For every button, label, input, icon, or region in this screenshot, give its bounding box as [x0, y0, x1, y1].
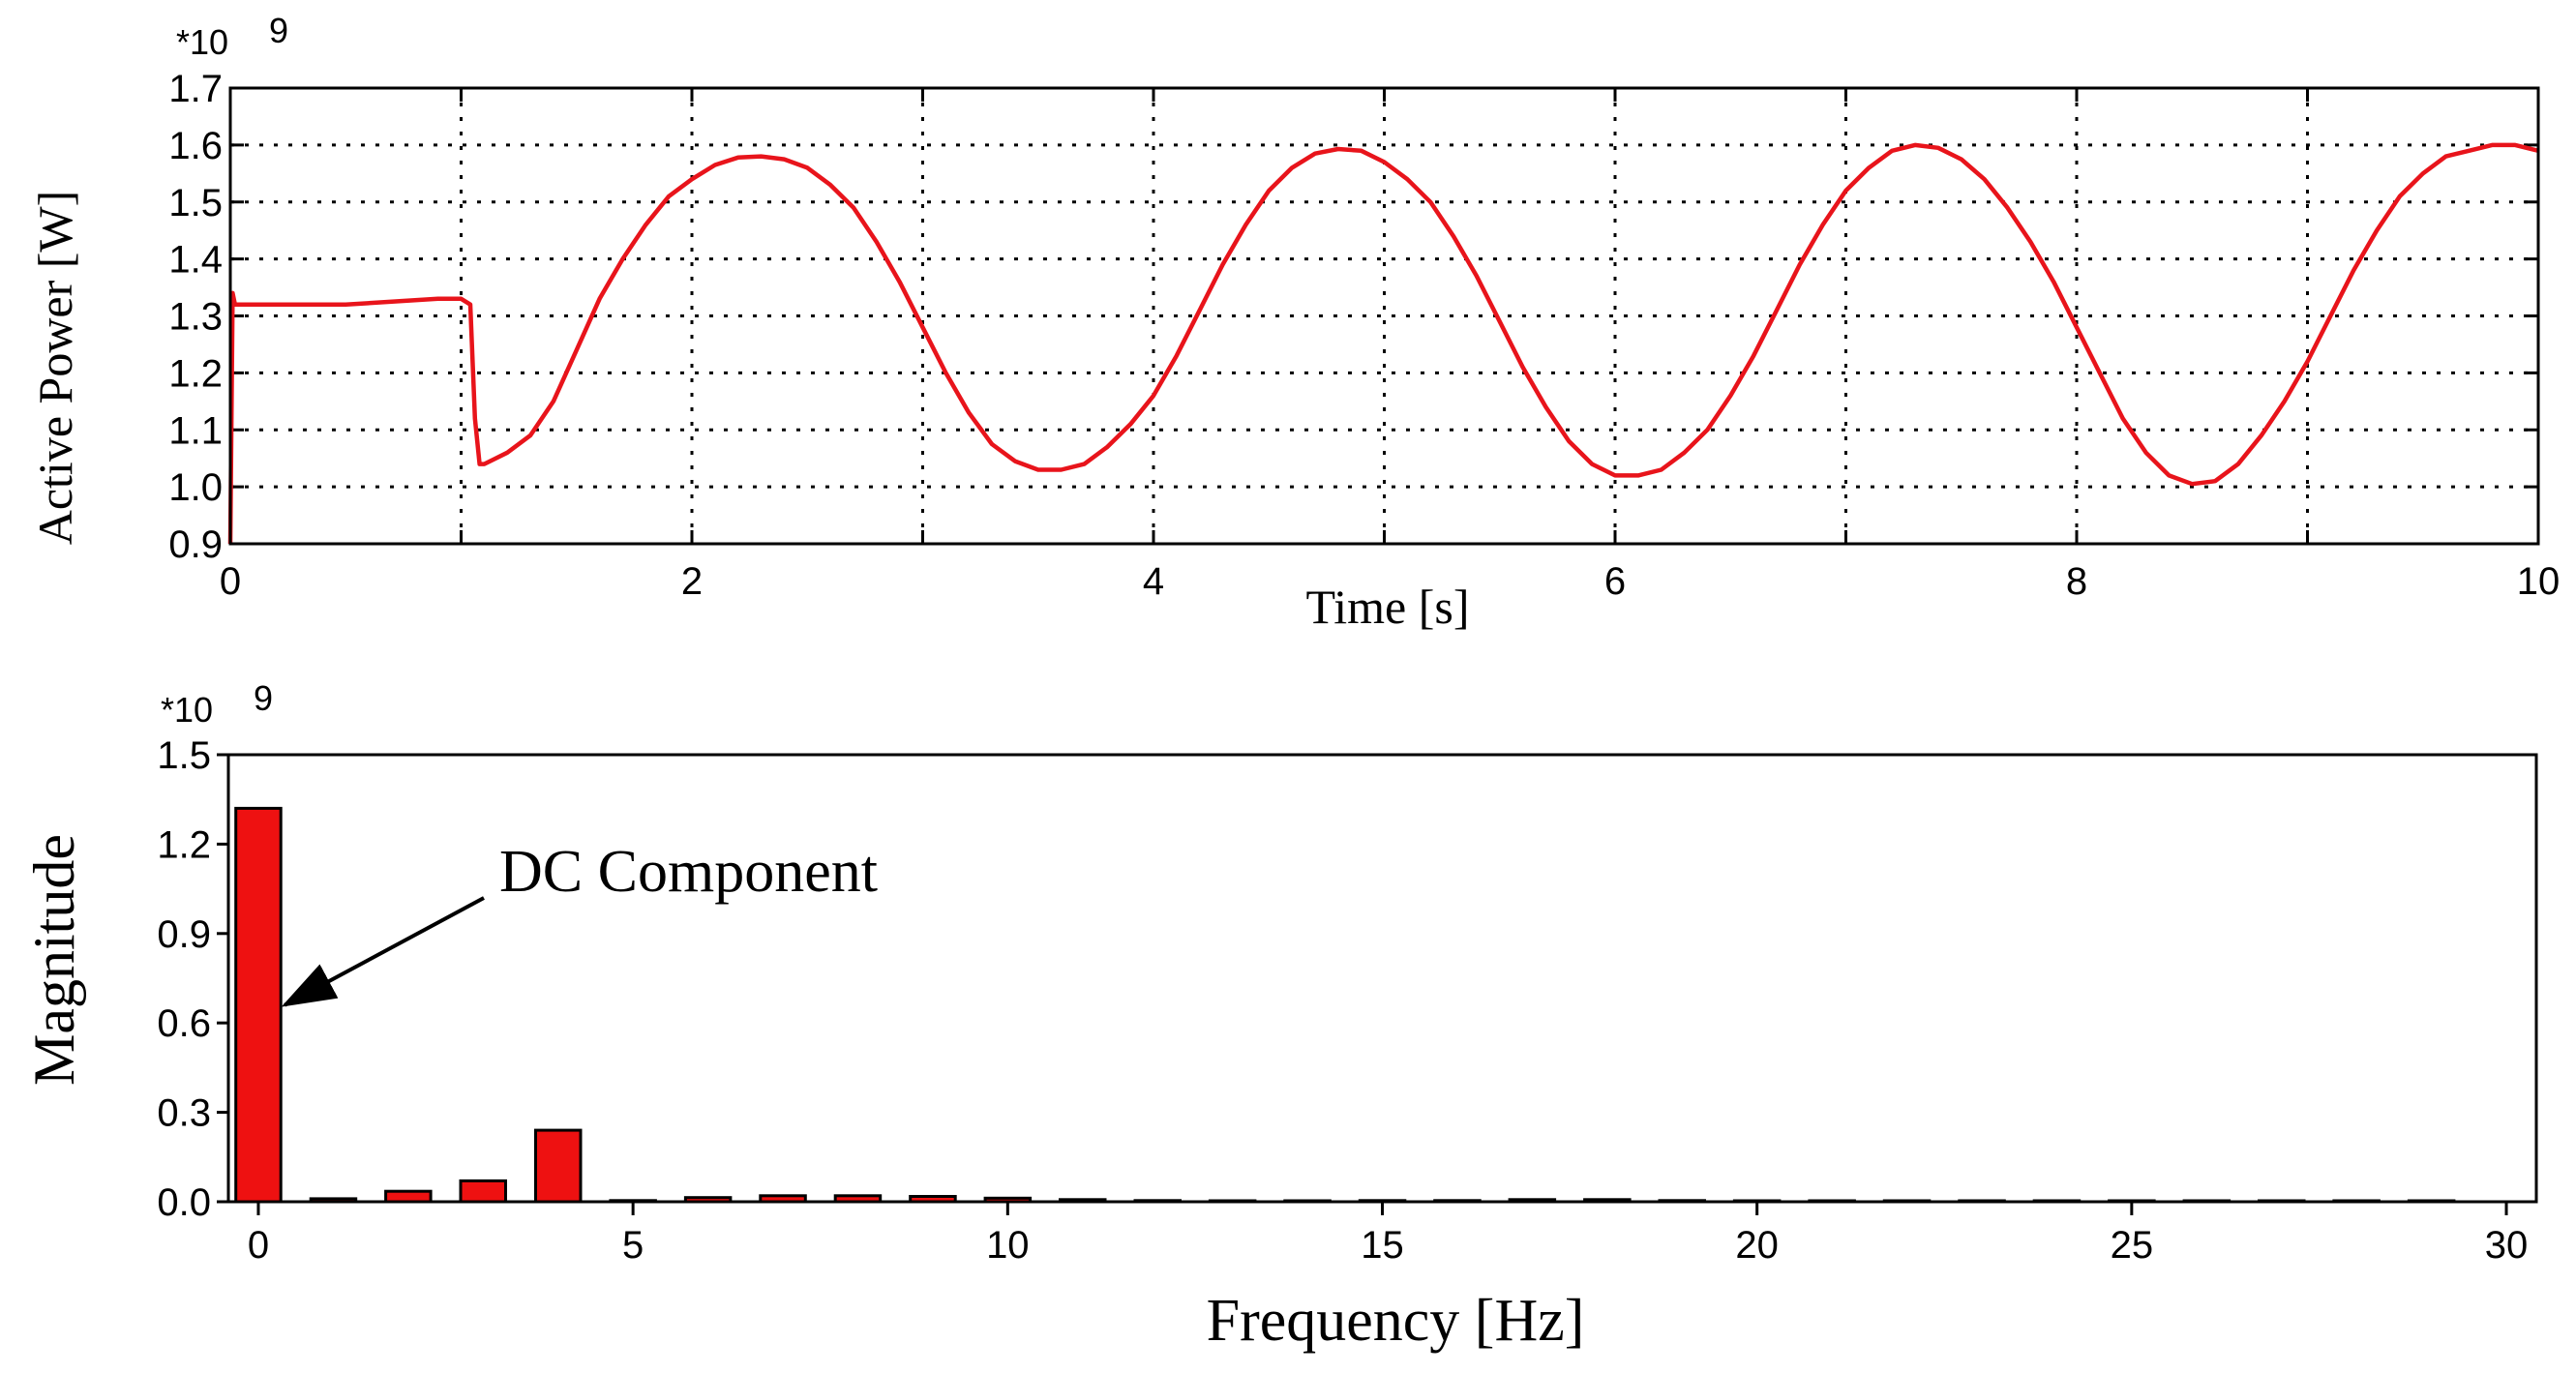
power-y-tick-label: 1.0: [168, 466, 223, 509]
power-y-tick-label: 1.6: [168, 125, 223, 167]
spectrum-x-tick-label: 0: [248, 1224, 269, 1267]
power-y-tick-label: 1.4: [168, 239, 223, 282]
spectrum-ticks: [217, 753, 2508, 1215]
spectrum-bar: [534, 1128, 583, 1204]
spectrum-x-tick-label: 30: [2485, 1224, 2529, 1267]
power-tick-labels: 0 2 4 6 8 10 0.9 1.0 1.1 1.2 1.3 1.4 1.5 1.6 1.7: [168, 68, 2560, 603]
power-y-tick-label: 1.3: [168, 296, 223, 339]
power-y-tick-label: 1.5: [168, 182, 223, 224]
spectrum-y-tick-label: 1.5: [157, 734, 211, 777]
spectrum-x-axis-title: Frequency [Hz]: [1207, 1288, 1585, 1354]
spectrum-x-tick-label: 5: [622, 1224, 644, 1267]
spectrum-y-axis-title: Magnitude: [22, 834, 86, 1086]
power-grid: [230, 88, 2538, 544]
power-x-tick-label: 10: [2517, 560, 2561, 603]
spectrum-x-tick-label: 20: [1735, 1224, 1779, 1267]
power-chart: 0 2 4 6 8 10 0.9 1.0 1.1 1.2 1.3 1.4 1.5 1.6 1.7 *10 9…: [28, 11, 2560, 634]
power-exponent-label: *10: [176, 22, 228, 62]
spectrum-y-tick-label: 1.2: [157, 823, 211, 866]
spectrum-y-tick-label: 0.9: [157, 913, 211, 956]
power-y-tick-label: 1.7: [168, 68, 223, 110]
spectrum-tick-labels: 0 5 10 15 20 25 30 0.0 0.3 0.6 0.9 1.2 1.5: [157, 734, 2528, 1267]
power-plot-frame: [228, 86, 2540, 546]
dc-component-annotation: DC Component: [499, 839, 878, 905]
power-y-tick-label: 0.9: [168, 523, 223, 566]
power-x-tick-label: 0: [220, 560, 241, 603]
spectrum-y-tick-label: 0.3: [157, 1092, 211, 1135]
power-x-tick-label: 6: [1604, 560, 1626, 603]
spectrum-bar: [234, 806, 283, 1204]
power-x-tick-label: 8: [2066, 560, 2087, 603]
power-y-axis-title: Active Power [W]: [28, 191, 82, 546]
power-y-tick-label: 1.1: [168, 409, 223, 452]
spectrum-plot-frame: [226, 753, 2538, 1204]
power-exponent-power: 9: [269, 11, 288, 50]
spectrum-bar: [384, 1189, 433, 1204]
power-series-line: [227, 142, 2539, 545]
spectrum-exponent-label: *10: [161, 690, 213, 730]
spectrum-x-tick-label: 15: [1361, 1224, 1404, 1267]
power-x-tick-label: 2: [681, 560, 703, 603]
spectrum-chart: 0 5 10 15 20 25 30 0.0 0.3 0.6 0.9 1.2 1.5 *10 9 Mag…: [22, 678, 2538, 1354]
spectrum-bar: [459, 1179, 507, 1204]
spectrum-x-tick-label: 25: [2111, 1224, 2154, 1267]
power-x-axis-title: Time [s]: [1305, 580, 1469, 634]
power-y-tick-label: 1.2: [168, 352, 223, 395]
dc-component-arrow: [281, 896, 485, 1007]
power-x-tick-label: 4: [1143, 560, 1164, 603]
spectrum-y-tick-label: 0.6: [157, 1002, 211, 1045]
spectrum-x-tick-label: 10: [986, 1224, 1030, 1267]
spectrum-y-tick-label: 0.0: [157, 1181, 211, 1224]
spectrum-exponent-power: 9: [254, 678, 273, 718]
